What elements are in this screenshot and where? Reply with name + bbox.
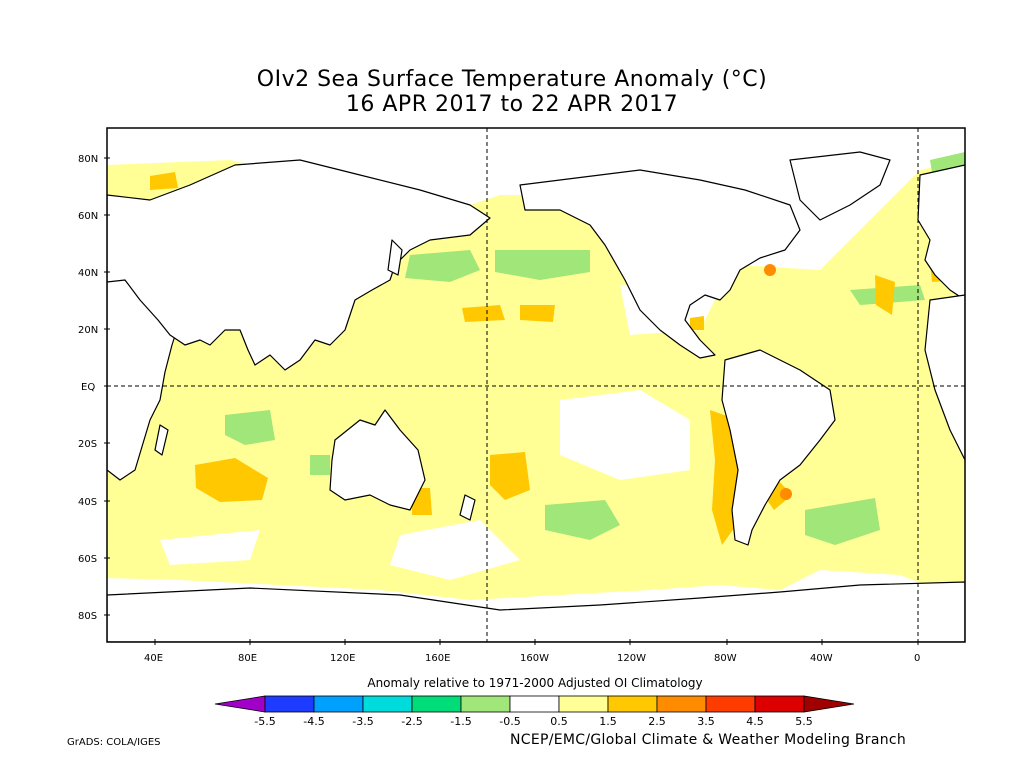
lat-label-80n: 80N bbox=[78, 154, 98, 165]
colorbar-tick-label: -4.5 bbox=[303, 715, 324, 728]
lat-label-40s: 40S bbox=[78, 497, 97, 508]
lat-label-60s: 60S bbox=[78, 554, 97, 565]
lon-label-160e: 160E bbox=[425, 653, 450, 664]
colorbar-swatch bbox=[558, 695, 609, 713]
colorbar-swatch bbox=[754, 695, 805, 713]
greenland-outline bbox=[789, 151, 891, 221]
lat-label-eq: EQ bbox=[81, 382, 95, 393]
lon-label-40w: 40W bbox=[810, 653, 833, 664]
south-america-outline bbox=[721, 349, 836, 546]
colorbar-swatch bbox=[362, 695, 413, 713]
grads-credit: GrADS: COLA/IGES bbox=[67, 737, 161, 748]
colorbar-tick-label: 0.5 bbox=[550, 715, 568, 728]
lon-label-120w: 120W bbox=[617, 653, 646, 664]
colorbar-tick-label: 4.5 bbox=[746, 715, 764, 728]
colorbar-swatch bbox=[607, 695, 658, 713]
map-date-range: 16 APR 2017 to 22 APR 2017 bbox=[345, 92, 679, 117]
west-africa-outline bbox=[924, 294, 965, 461]
map-title: OIv2 Sea Surface Temperature Anomaly (°C… bbox=[256, 67, 768, 92]
colorbar-swatch bbox=[264, 695, 315, 713]
colorbar-tick-label: -5.5 bbox=[254, 715, 275, 728]
eurasia-outline bbox=[107, 159, 491, 371]
japan-outline bbox=[387, 239, 403, 276]
map-frame bbox=[106, 127, 966, 643]
lon-label-80e: 80E bbox=[238, 653, 257, 664]
colorbar-tick-label: -3.5 bbox=[352, 715, 373, 728]
lon-label-160w: 160W bbox=[520, 653, 549, 664]
colorbar-tick-label: -0.5 bbox=[499, 715, 520, 728]
north-america-outline bbox=[519, 169, 801, 359]
lat-label-40n: 40N bbox=[78, 268, 98, 279]
latitude-ticks bbox=[104, 157, 110, 616]
europe-outline bbox=[917, 164, 965, 301]
cool-anomaly-regions bbox=[225, 152, 965, 545]
continent-outlines bbox=[107, 151, 965, 642]
lon-label-40e: 40E bbox=[144, 653, 163, 664]
colorbar-swatch bbox=[411, 695, 462, 713]
colorbar-swatch bbox=[509, 695, 560, 713]
ncep-credit: NCEP/EMC/Global Climate & Weather Modeli… bbox=[510, 732, 907, 748]
lat-label-20s: 20S bbox=[78, 439, 97, 450]
longitude-axis: 40E 80E 120E 160E 160W 120W 80W 40W 0 bbox=[144, 653, 920, 664]
colorbar-swatch bbox=[313, 695, 364, 713]
colorbar-tick-label: 2.5 bbox=[648, 715, 666, 728]
longitude-ticks bbox=[154, 639, 919, 645]
colorbar-swatch bbox=[460, 695, 511, 713]
colorbar-tick-label: -1.5 bbox=[450, 715, 471, 728]
lat-label-60n: 60N bbox=[78, 211, 98, 222]
reference-lines bbox=[107, 128, 965, 642]
antarctica-outline bbox=[107, 581, 965, 642]
map-plot-area bbox=[107, 128, 965, 642]
colorbar-swatch bbox=[705, 695, 756, 713]
australia-outline bbox=[329, 409, 426, 511]
lat-label-80s: 80S bbox=[78, 611, 97, 622]
colorbar-arrow-max bbox=[803, 695, 855, 713]
colorbar-tick-label: 5.5 bbox=[795, 715, 813, 728]
madagascar-outline bbox=[154, 424, 169, 456]
colorbar-tick-label: 1.5 bbox=[599, 715, 617, 728]
new-zealand-outline bbox=[459, 494, 476, 521]
latitude-axis: 80N 60N 40N 20N EQ 20S 40S 60S 80S bbox=[78, 154, 98, 622]
colorbar-caption: Anomaly relative to 1971-2000 Adjusted O… bbox=[367, 676, 703, 690]
colorbar-tick-label: 3.5 bbox=[697, 715, 715, 728]
colorbar-swatch bbox=[656, 695, 707, 713]
colorbar-arrow-min bbox=[214, 695, 266, 713]
lon-label-80w: 80W bbox=[714, 653, 737, 664]
colorbar: -5.5 -4.5 -3.5 -2.5 -1.5 -0.5 0.5 1.5 2.5 3.5 4.5 5… bbox=[214, 695, 855, 728]
lat-label-20n: 20N bbox=[78, 325, 98, 336]
lon-label-120e: 120E bbox=[330, 653, 355, 664]
lon-label-0: 0 bbox=[914, 653, 920, 664]
colorbar-tick-label: -2.5 bbox=[401, 715, 422, 728]
